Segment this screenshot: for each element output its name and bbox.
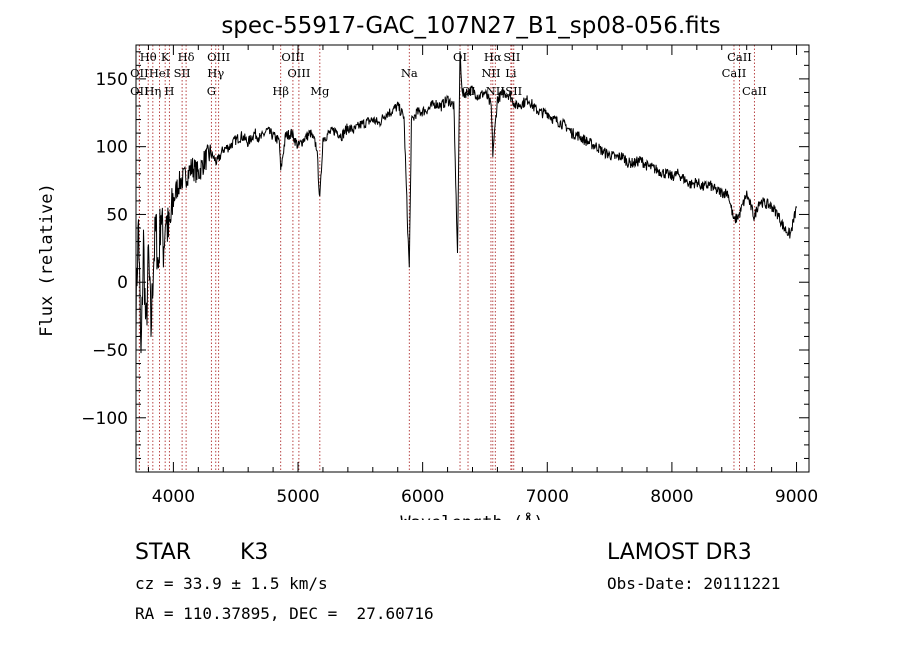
line-label-0: Hθ (140, 50, 157, 64)
line-label-22: Li (505, 66, 517, 80)
line-label-27: CaII (742, 84, 767, 98)
axis-ticks: 4000 5000 6000 7000 8000 9000 −100 −50 0 50 100 150 (81, 45, 818, 507)
spectrum-series (135, 51, 797, 354)
x-tick-label: 9000 (775, 487, 818, 507)
line-label-10: Hγ (207, 66, 224, 80)
x-tick-label: 4000 (152, 487, 195, 507)
x-tick-label: 7000 (526, 487, 569, 507)
plot-frame (135, 44, 810, 473)
line-label-20: SII (503, 50, 520, 64)
line-label-13: OIII (281, 50, 304, 64)
x-tick-label: 8000 (650, 487, 693, 507)
y-tick-label: −50 (92, 341, 128, 361)
spectrum-line (135, 51, 797, 354)
line-label-21: NII (481, 66, 500, 80)
spectral-line-markers (138, 45, 755, 472)
y-axis-label: Flux (relative) (37, 183, 57, 337)
x-tick-label: 6000 (401, 487, 444, 507)
line-label-5: HeI (149, 66, 170, 80)
y-tick-label: 0 (117, 273, 128, 293)
chart-title: spec-55917-GAC_107N27_B1_sp08-056.fits (221, 13, 720, 39)
y-tick-label: 50 (106, 205, 128, 225)
spectrum-chart: spec-55917-GAC_107N27_B1_sp08-056.fits H… (37, 13, 818, 520)
line-label-11: G (207, 84, 216, 98)
line-label-8: Hδ (178, 50, 195, 64)
observation-date: Obs-Date: 20111221 (607, 574, 781, 593)
line-label-2: OII (130, 84, 149, 98)
line-label-9: OIII (207, 50, 230, 64)
y-tick-label: 150 (96, 70, 128, 90)
object-subclass: K3 (240, 540, 269, 565)
y-tick-label: −100 (81, 409, 128, 429)
line-label-25: CaII (727, 50, 752, 64)
object-class: STAR (135, 540, 192, 565)
survey-name: LAMOST DR3 (607, 540, 752, 565)
line-label-14: OIII (287, 66, 310, 80)
line-label-26: CaII (722, 66, 747, 80)
y-tick-label: 100 (96, 138, 128, 158)
coordinates-readout: RA = 110.37895, DEC = 27.60716 (135, 604, 434, 623)
line-label-7: H (164, 84, 174, 98)
line-label-15: Mg (310, 84, 330, 98)
line-label-3: Hη (144, 84, 161, 98)
line-label-1: OII (130, 66, 149, 80)
x-tick-label: 5000 (276, 487, 319, 507)
line-label-16: Na (401, 66, 418, 80)
line-label-4: K (161, 50, 170, 64)
redshift-readout: cz = 33.9 ± 1.5 km/s (135, 574, 328, 593)
line-label-6: SII (174, 66, 191, 80)
x-axis-label: Wavelength (Å) (400, 511, 543, 520)
line-label-19: Hα (484, 50, 502, 64)
line-label-12: Hβ (272, 84, 289, 98)
